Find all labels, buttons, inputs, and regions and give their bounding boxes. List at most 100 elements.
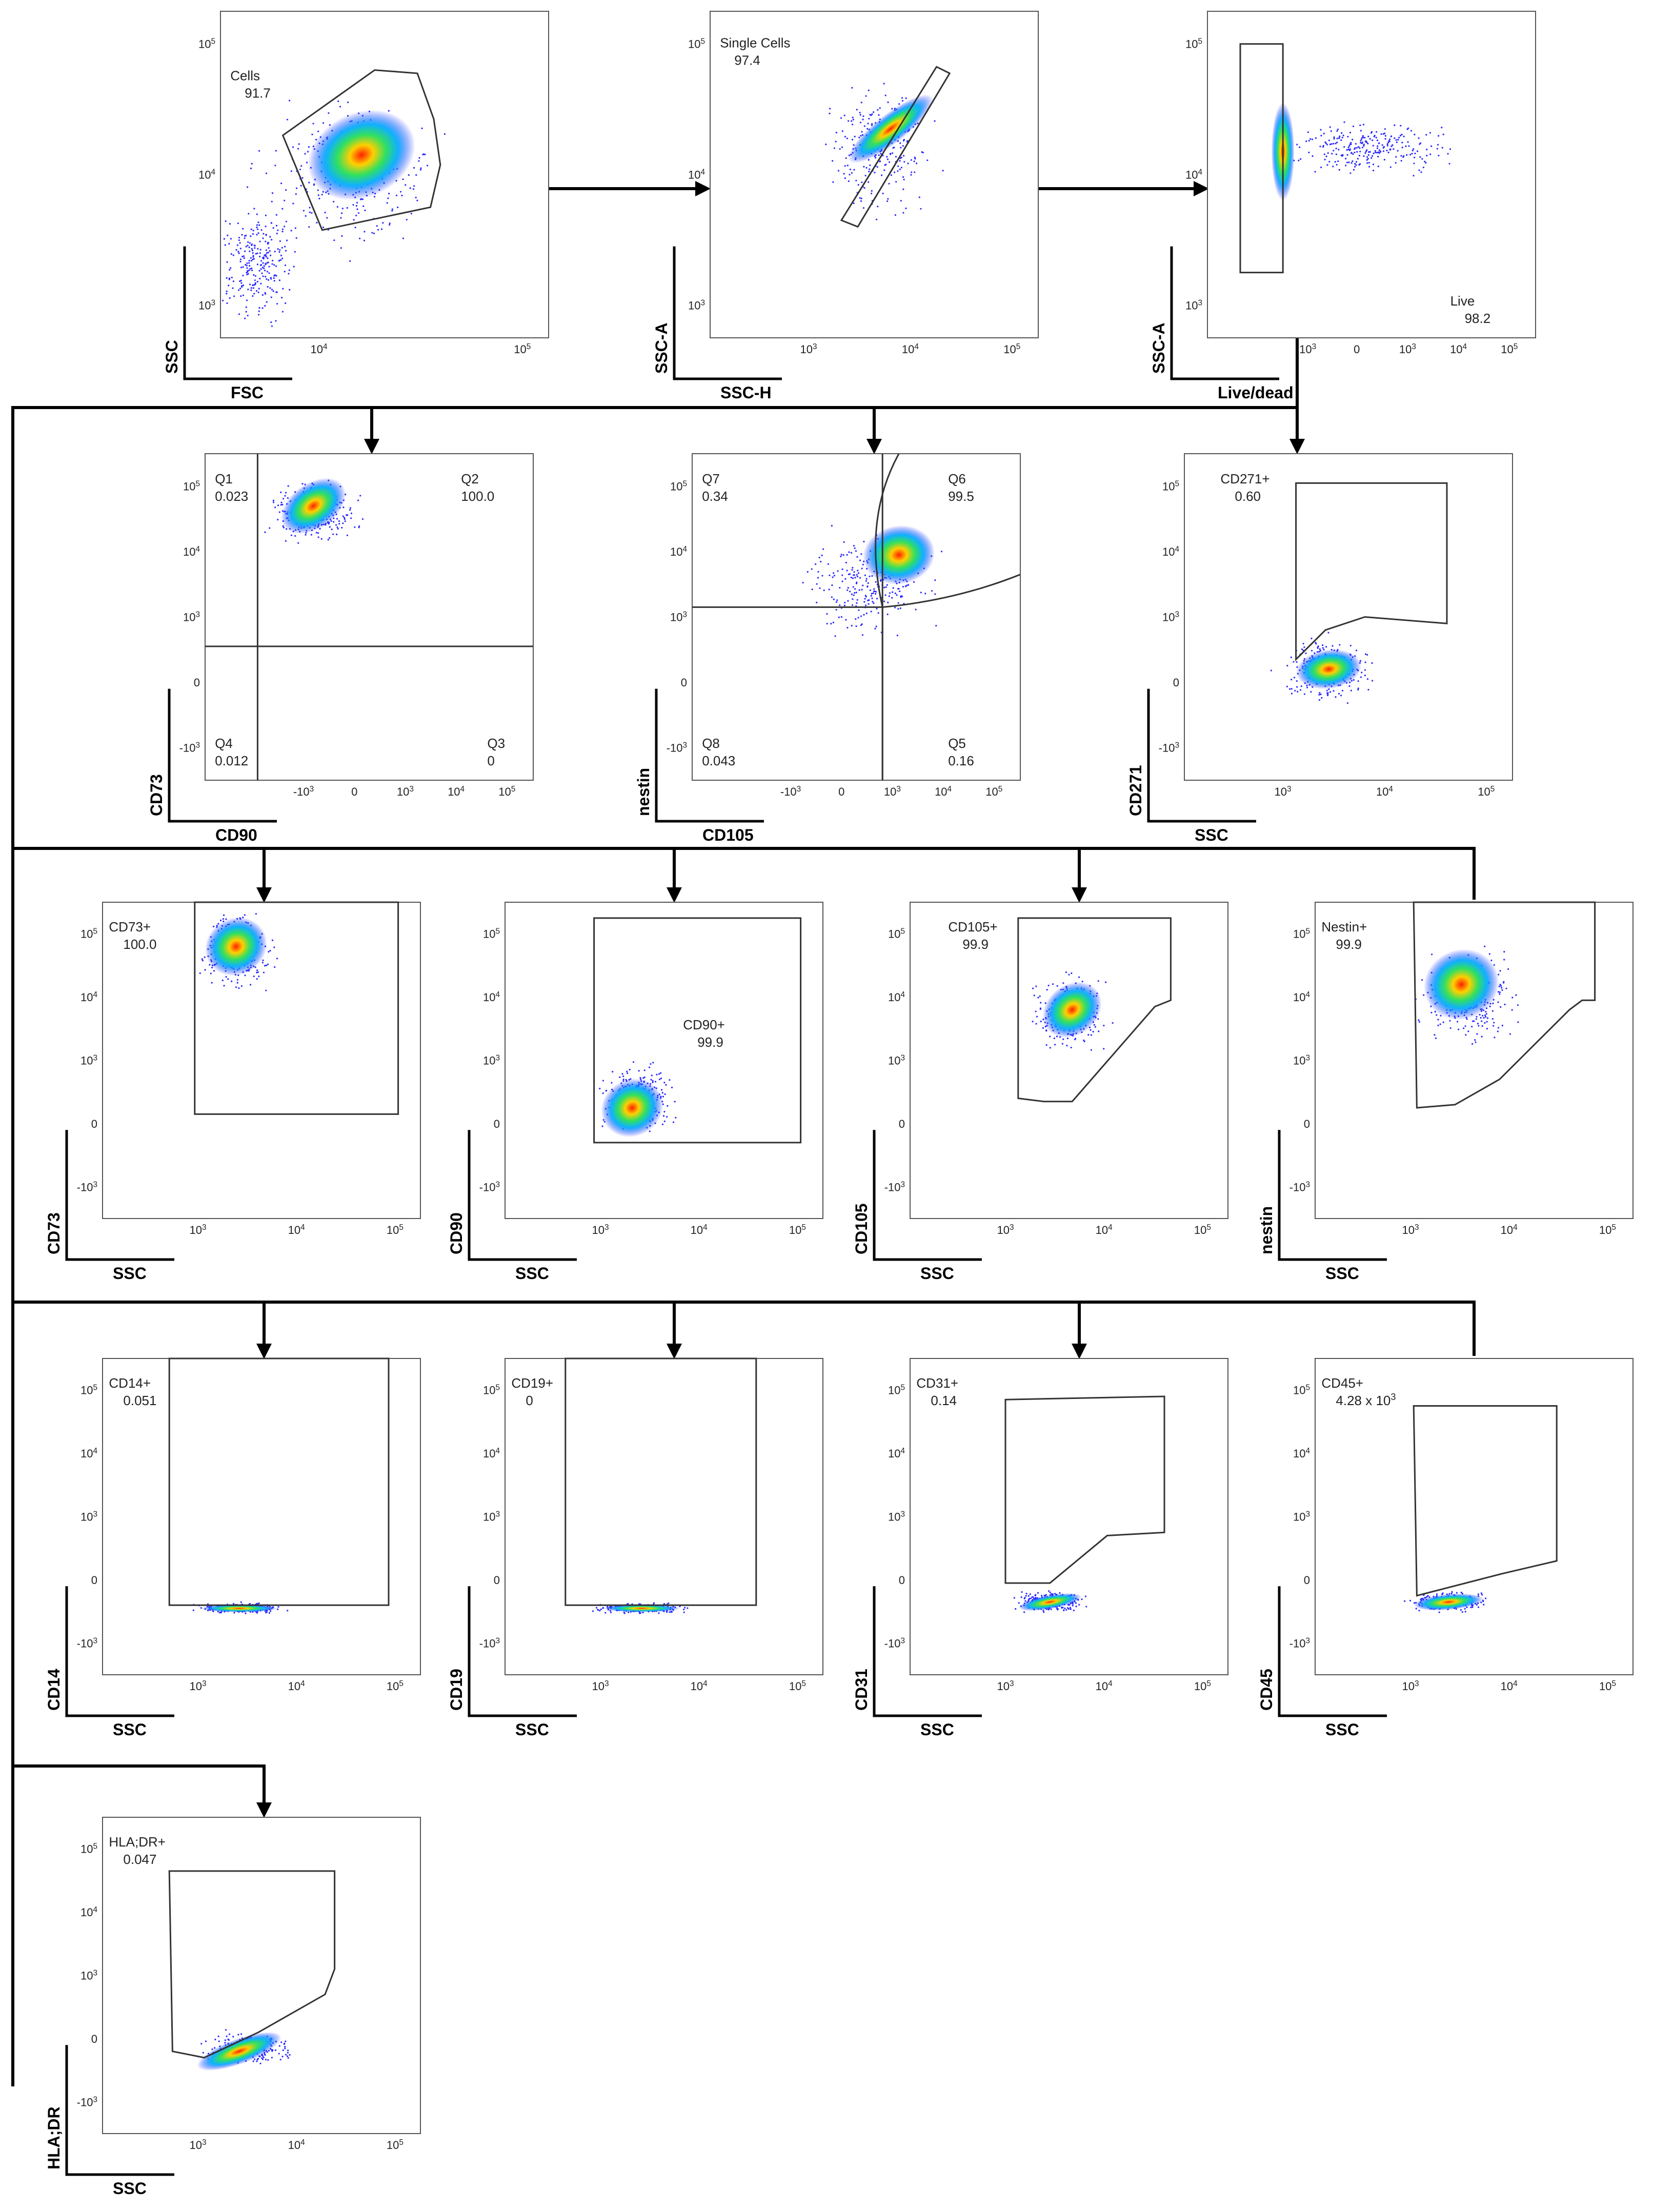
event-dot [611, 1082, 613, 1084]
event-dot [1345, 165, 1347, 167]
event-dot [908, 584, 910, 586]
event-dot [1418, 169, 1420, 171]
quadrant-curve[interactable] [882, 574, 1021, 608]
gate-polygon[interactable] [1004, 1395, 1165, 1584]
event-dot [851, 624, 853, 627]
quadrant-curve[interactable] [875, 453, 900, 780]
event-dot [227, 234, 229, 236]
event-dot [1403, 135, 1405, 137]
event-dot [275, 225, 278, 227]
event-dot [1349, 143, 1351, 146]
event-dot [275, 214, 277, 216]
event-dot [902, 212, 904, 214]
gate-polygon[interactable] [1413, 901, 1596, 1109]
event-dot [901, 595, 903, 597]
x-tick-label: 103 [800, 342, 817, 356]
x-axis-label: SSC [920, 1264, 954, 1283]
quadrant-name: Q5 [948, 736, 966, 751]
gate-polygon[interactable] [168, 1357, 390, 1606]
axis-corner [873, 1586, 982, 1717]
event-dot [1360, 676, 1362, 678]
gate-polygon[interactable] [565, 1357, 757, 1606]
event-dot [1470, 1607, 1472, 1609]
event-dot [388, 192, 390, 195]
event-dot [1339, 644, 1341, 646]
event-dot [380, 228, 383, 230]
event-dot [249, 268, 251, 270]
event-dot [915, 608, 917, 611]
event-dot [1484, 945, 1486, 947]
gate-polygon[interactable] [840, 66, 951, 228]
event-dot [687, 1607, 689, 1609]
event-dot [284, 271, 286, 273]
gate-polygon[interactable] [593, 917, 802, 1144]
event-dot [223, 914, 225, 916]
x-tick-label: 103 [189, 2138, 206, 2152]
event-dot [201, 958, 203, 960]
event-dot [823, 589, 825, 592]
event-dot [903, 161, 905, 163]
gate-polygon[interactable] [1413, 1405, 1558, 1597]
quadrant-percentage: 0.023 [215, 489, 248, 504]
y-tick-label: 0 [1304, 1574, 1310, 1587]
event-dot [257, 232, 259, 234]
event-dot [273, 275, 275, 277]
y-axis-label: CD31 [852, 1669, 871, 1711]
event-dot [602, 1607, 604, 1609]
gate-polygon[interactable] [1295, 482, 1448, 661]
event-dot [878, 154, 880, 156]
event-dot [256, 2060, 258, 2062]
event-dot [261, 962, 264, 964]
gate-polygon[interactable] [168, 1870, 336, 2059]
gate-polygon[interactable] [194, 901, 399, 1115]
event-dot [304, 153, 306, 155]
event-dot [202, 2052, 204, 2054]
event-dot [271, 325, 273, 327]
event-dot [1318, 699, 1320, 701]
event-dot [1326, 692, 1328, 694]
event-dot [1317, 647, 1319, 649]
event-dot [257, 248, 259, 250]
x-tick-label: 103 [1402, 1223, 1419, 1237]
event-dot [883, 169, 885, 171]
x-tick-label: 104 [691, 1223, 708, 1237]
event-dot [1366, 159, 1368, 161]
event-dot [1418, 137, 1420, 139]
event-dot [848, 120, 850, 122]
event-dot [391, 208, 393, 210]
event-dot [597, 1609, 599, 1611]
event-dot [246, 265, 248, 267]
event-dot [899, 590, 901, 593]
event-dot [1023, 1597, 1025, 1599]
x-tick-label: 105 [387, 1223, 404, 1237]
event-dot [255, 913, 257, 915]
event-dot [1501, 989, 1503, 991]
event-dot [341, 235, 343, 237]
event-dot [252, 295, 254, 297]
event-dot [256, 228, 259, 230]
event-dot [1358, 146, 1360, 148]
event-dot [1364, 675, 1366, 677]
event-dot [247, 314, 249, 317]
event-dot [1347, 149, 1349, 151]
event-dot [890, 174, 892, 176]
event-dot [262, 262, 264, 264]
event-dot [331, 529, 333, 531]
event-dot [864, 574, 866, 576]
event-dot [281, 503, 284, 505]
event-dot [1299, 146, 1301, 148]
gate-polygon[interactable] [1017, 917, 1172, 1103]
event-dot [856, 599, 858, 601]
event-dot [1378, 149, 1381, 151]
plot-frame [1315, 902, 1634, 1219]
event-dot [1497, 1001, 1499, 1003]
event-dot [1309, 138, 1312, 140]
gate-polygon[interactable] [1239, 43, 1284, 274]
event-dot [288, 273, 290, 275]
gate-polygon[interactable] [281, 69, 441, 231]
event-dot [1342, 134, 1344, 136]
gate-percentage: 0.14 [931, 1393, 957, 1408]
event-dot [1081, 980, 1083, 983]
event-dot [648, 1066, 651, 1068]
event-dot [250, 287, 252, 289]
